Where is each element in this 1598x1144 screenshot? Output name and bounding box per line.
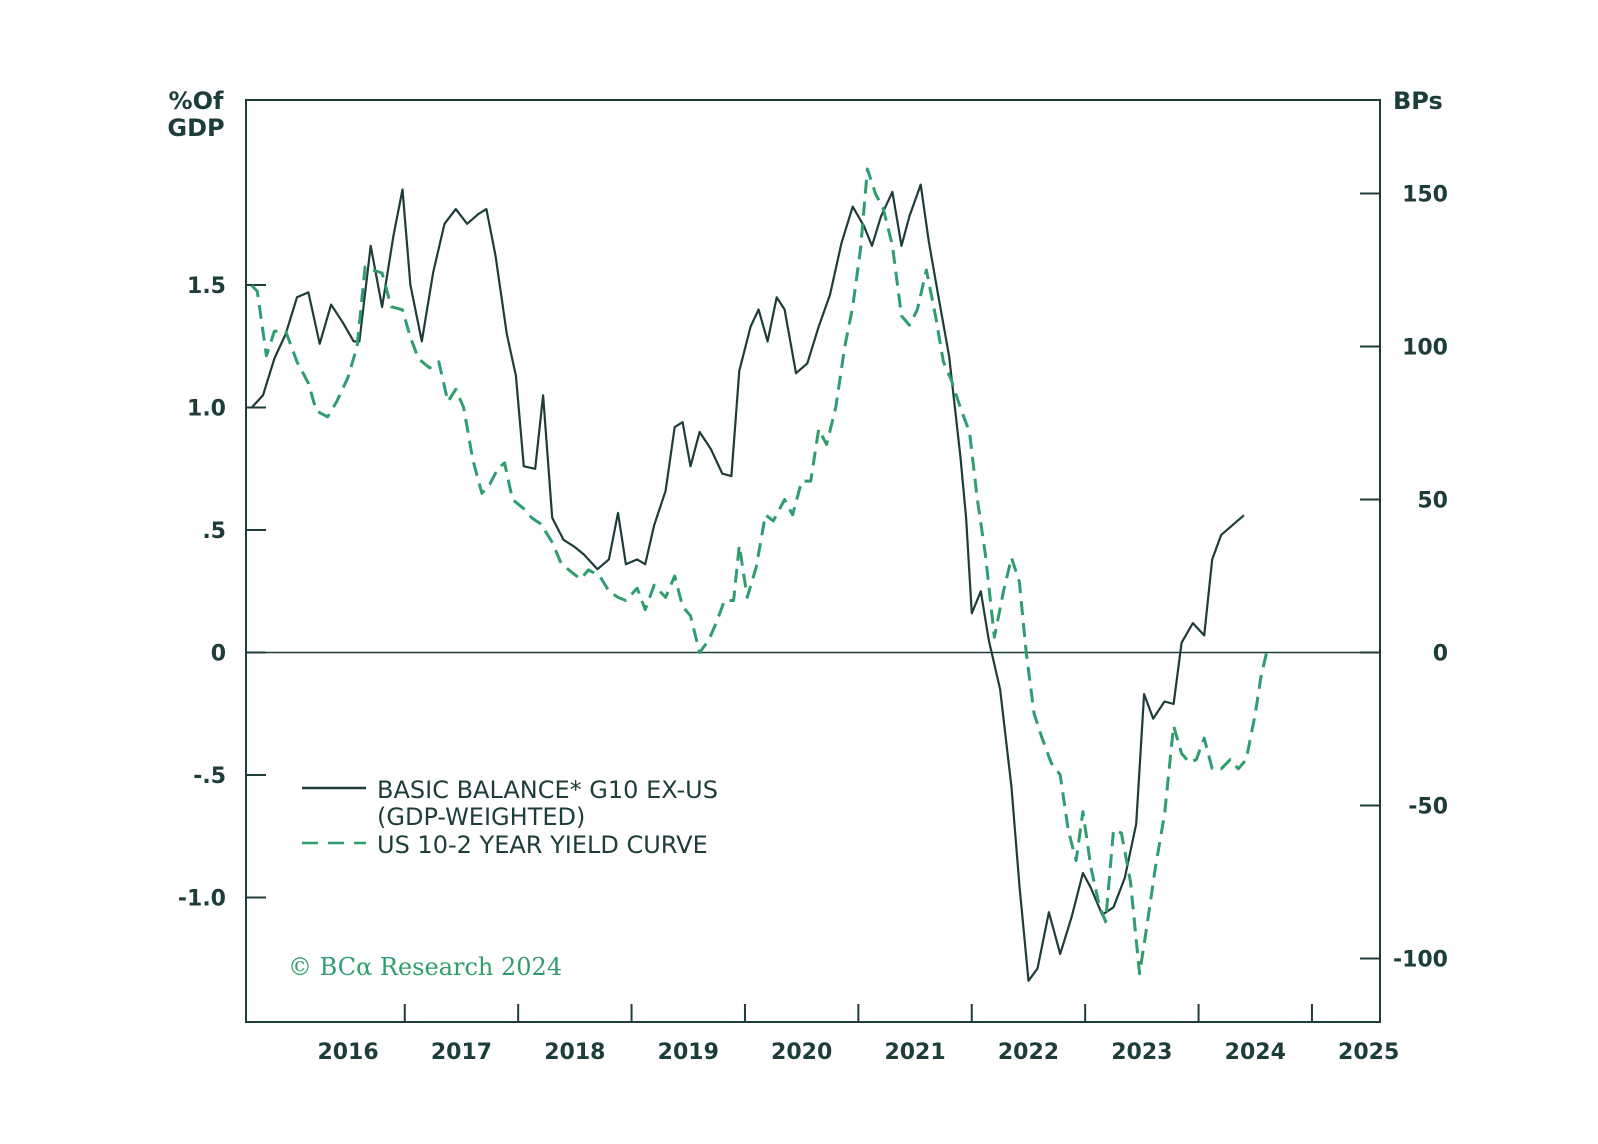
- x-tick-label: 2022: [998, 1040, 1059, 1065]
- right-tick-label: 0: [1433, 642, 1448, 667]
- right-axis-unit: BPs: [1393, 87, 1443, 115]
- x-axis: 2016 2017 2018 2019 2020 2021 2022 2023 2024 2025: [317, 1004, 1399, 1065]
- x-tick-label: 2019: [658, 1040, 719, 1065]
- right-tick-label: 100: [1402, 336, 1448, 361]
- left-tick-label: -.5: [193, 764, 226, 789]
- left-tick-label: 1.0: [187, 397, 226, 422]
- series-line-yield-curve: [250, 167, 1269, 976]
- right-tick-label: -100: [1393, 948, 1448, 973]
- left-tick-label: 1.5: [187, 274, 226, 299]
- left-axis: 1.5 1.0 .5 0 -.5 -1.0: [178, 274, 266, 912]
- legend-label-yield-curve: US 10-2 YEAR YIELD CURVE: [377, 831, 708, 859]
- legend: BASIC BALANCE* G10 EX-US (GDP-WEIGHTED) …: [302, 776, 718, 859]
- x-tick-label: 2024: [1225, 1040, 1286, 1065]
- x-tick-label: 2021: [884, 1040, 945, 1065]
- x-tick-label: 2020: [771, 1040, 832, 1065]
- series-layer: [250, 167, 1269, 982]
- legend-label-basic-balance-line2: (GDP-WEIGHTED): [377, 803, 585, 831]
- right-axis: 150 100 50 0 -50 -100: [1360, 183, 1448, 973]
- x-tick-label: 2025: [1338, 1040, 1399, 1065]
- left-tick-label: .5: [202, 519, 226, 544]
- x-tick-label: 2017: [431, 1040, 492, 1065]
- left-axis-unit-line2: GDP: [167, 114, 224, 142]
- right-tick-label: 50: [1417, 489, 1448, 514]
- left-tick-label: 0: [211, 642, 226, 667]
- plot-frame: [245, 99, 1381, 1023]
- right-tick-label: -50: [1408, 795, 1448, 820]
- plot-border: [245, 99, 1381, 1023]
- copyright-text: © BCα Research 2024: [288, 953, 562, 981]
- left-axis-unit-line1: %Of: [169, 87, 224, 115]
- x-tick-label: 2016: [317, 1040, 378, 1065]
- left-tick-label: -1.0: [178, 887, 226, 912]
- x-tick-label: 2018: [544, 1040, 605, 1065]
- series-line-basic-balance: [250, 183, 1245, 982]
- x-tick-label: 2023: [1111, 1040, 1172, 1065]
- right-tick-label: 150: [1402, 183, 1448, 208]
- legend-label-basic-balance: BASIC BALANCE* G10 EX-US: [377, 776, 718, 804]
